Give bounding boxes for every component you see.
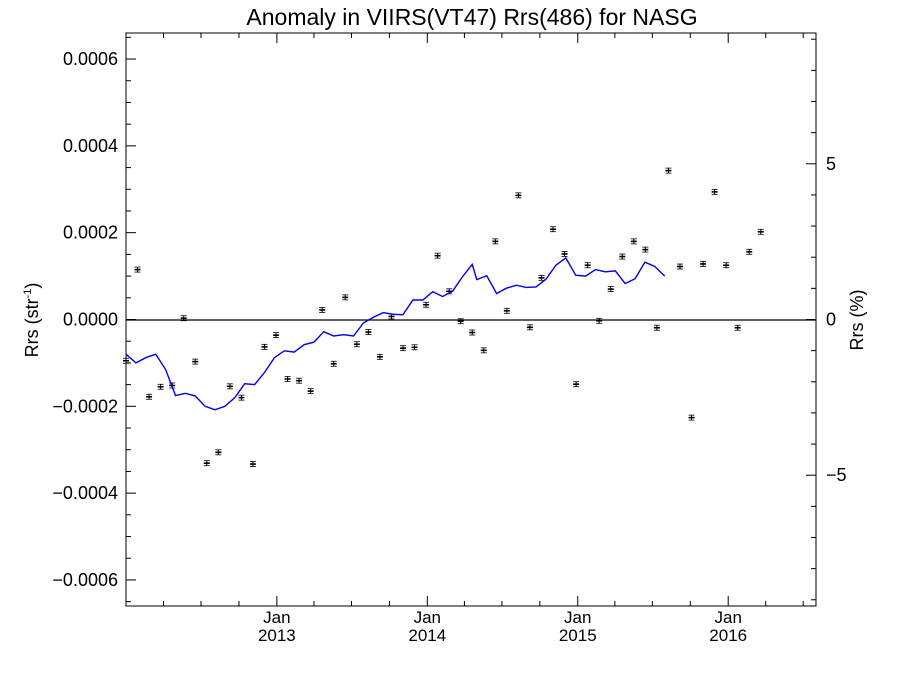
data-point bbox=[734, 324, 741, 331]
marker-series bbox=[123, 167, 764, 467]
data-point bbox=[723, 262, 730, 269]
data-point bbox=[596, 317, 603, 324]
data-point bbox=[630, 238, 637, 245]
data-point bbox=[123, 357, 129, 364]
data-point bbox=[480, 347, 487, 354]
data-point bbox=[653, 324, 660, 331]
series-line bbox=[125, 256, 666, 411]
data-point bbox=[469, 329, 476, 336]
data-point bbox=[215, 449, 222, 456]
y-axis-left-label: Rrs (str-1) bbox=[22, 283, 42, 358]
data-point bbox=[492, 238, 499, 245]
x-tick-year-label: 2014 bbox=[408, 626, 446, 645]
data-point bbox=[376, 353, 383, 360]
data-point bbox=[746, 248, 753, 255]
right-tick-label: −5 bbox=[826, 465, 847, 485]
data-point bbox=[526, 324, 533, 331]
chart-title: Anomaly in VIIRS(VT47) Rrs(486) for NASG bbox=[246, 4, 697, 30]
data-point bbox=[330, 360, 337, 367]
data-point bbox=[365, 329, 372, 335]
data-point bbox=[711, 188, 718, 195]
data-point bbox=[688, 414, 695, 421]
data-point bbox=[261, 343, 268, 350]
data-point bbox=[457, 318, 464, 325]
data-point bbox=[203, 460, 210, 467]
data-point bbox=[538, 274, 545, 281]
right-tick-label: 0 bbox=[826, 310, 836, 330]
data-point bbox=[665, 167, 672, 174]
left-tick-label: 0.0006 bbox=[63, 49, 118, 69]
data-point bbox=[607, 286, 614, 293]
data-point bbox=[307, 388, 314, 395]
data-point bbox=[399, 345, 406, 352]
x-tick-month-label: Jan bbox=[414, 608, 441, 627]
data-point bbox=[503, 307, 510, 314]
x-tick-month-label: Jan bbox=[564, 608, 591, 627]
data-point bbox=[180, 315, 187, 322]
data-point bbox=[273, 332, 280, 339]
data-point bbox=[238, 394, 245, 401]
data-point bbox=[319, 307, 326, 313]
data-point bbox=[700, 261, 707, 267]
left-tick-label: −0.0004 bbox=[52, 483, 118, 503]
right-axis: 5 0 −5 bbox=[806, 38, 847, 601]
data-point bbox=[284, 376, 291, 382]
x-tick-year-label: 2013 bbox=[258, 626, 296, 645]
x-tick-month-label: Jan bbox=[263, 608, 290, 627]
x-tick-year-label: 2016 bbox=[709, 626, 747, 645]
data-point bbox=[249, 461, 256, 467]
data-point bbox=[157, 383, 164, 390]
data-point bbox=[226, 383, 233, 390]
left-tick-label: −0.0002 bbox=[52, 396, 118, 416]
x-tick-month-label: Jan bbox=[714, 608, 741, 627]
y-axis-right-label: Rrs (%) bbox=[847, 290, 867, 351]
left-tick-label: −0.0006 bbox=[52, 570, 118, 590]
left-tick-label: 0.0002 bbox=[63, 223, 118, 243]
data-point bbox=[584, 262, 591, 269]
x-tick-year-label: 2015 bbox=[559, 626, 597, 645]
data-point bbox=[423, 301, 430, 308]
data-point bbox=[411, 344, 418, 351]
data-point bbox=[134, 266, 141, 273]
data-point bbox=[192, 358, 199, 365]
data-point bbox=[434, 252, 441, 259]
y-axis-left-label-suffix: ) bbox=[22, 283, 42, 289]
data-point bbox=[550, 226, 557, 233]
y-axis-left-label-sup: -1 bbox=[22, 289, 34, 299]
right-tick-label: 5 bbox=[826, 154, 836, 174]
data-point bbox=[561, 251, 568, 257]
data-point bbox=[146, 393, 153, 400]
data-point bbox=[619, 253, 626, 260]
data-point bbox=[642, 246, 649, 253]
left-axis: 0.0006 0.0004 0.0002 0.0000 −0.0002 −0.0004 −0… bbox=[52, 36, 136, 603]
left-tick-label: 0.0000 bbox=[63, 310, 118, 330]
data-point bbox=[573, 381, 580, 388]
data-point bbox=[353, 341, 360, 348]
data-point bbox=[757, 228, 764, 235]
data-point bbox=[676, 263, 683, 270]
data-point bbox=[515, 192, 522, 199]
left-tick-label: 0.0004 bbox=[63, 136, 118, 156]
y-axis-left-label-main: Rrs (str bbox=[22, 298, 42, 357]
data-point bbox=[296, 377, 303, 384]
data-point bbox=[342, 294, 349, 301]
